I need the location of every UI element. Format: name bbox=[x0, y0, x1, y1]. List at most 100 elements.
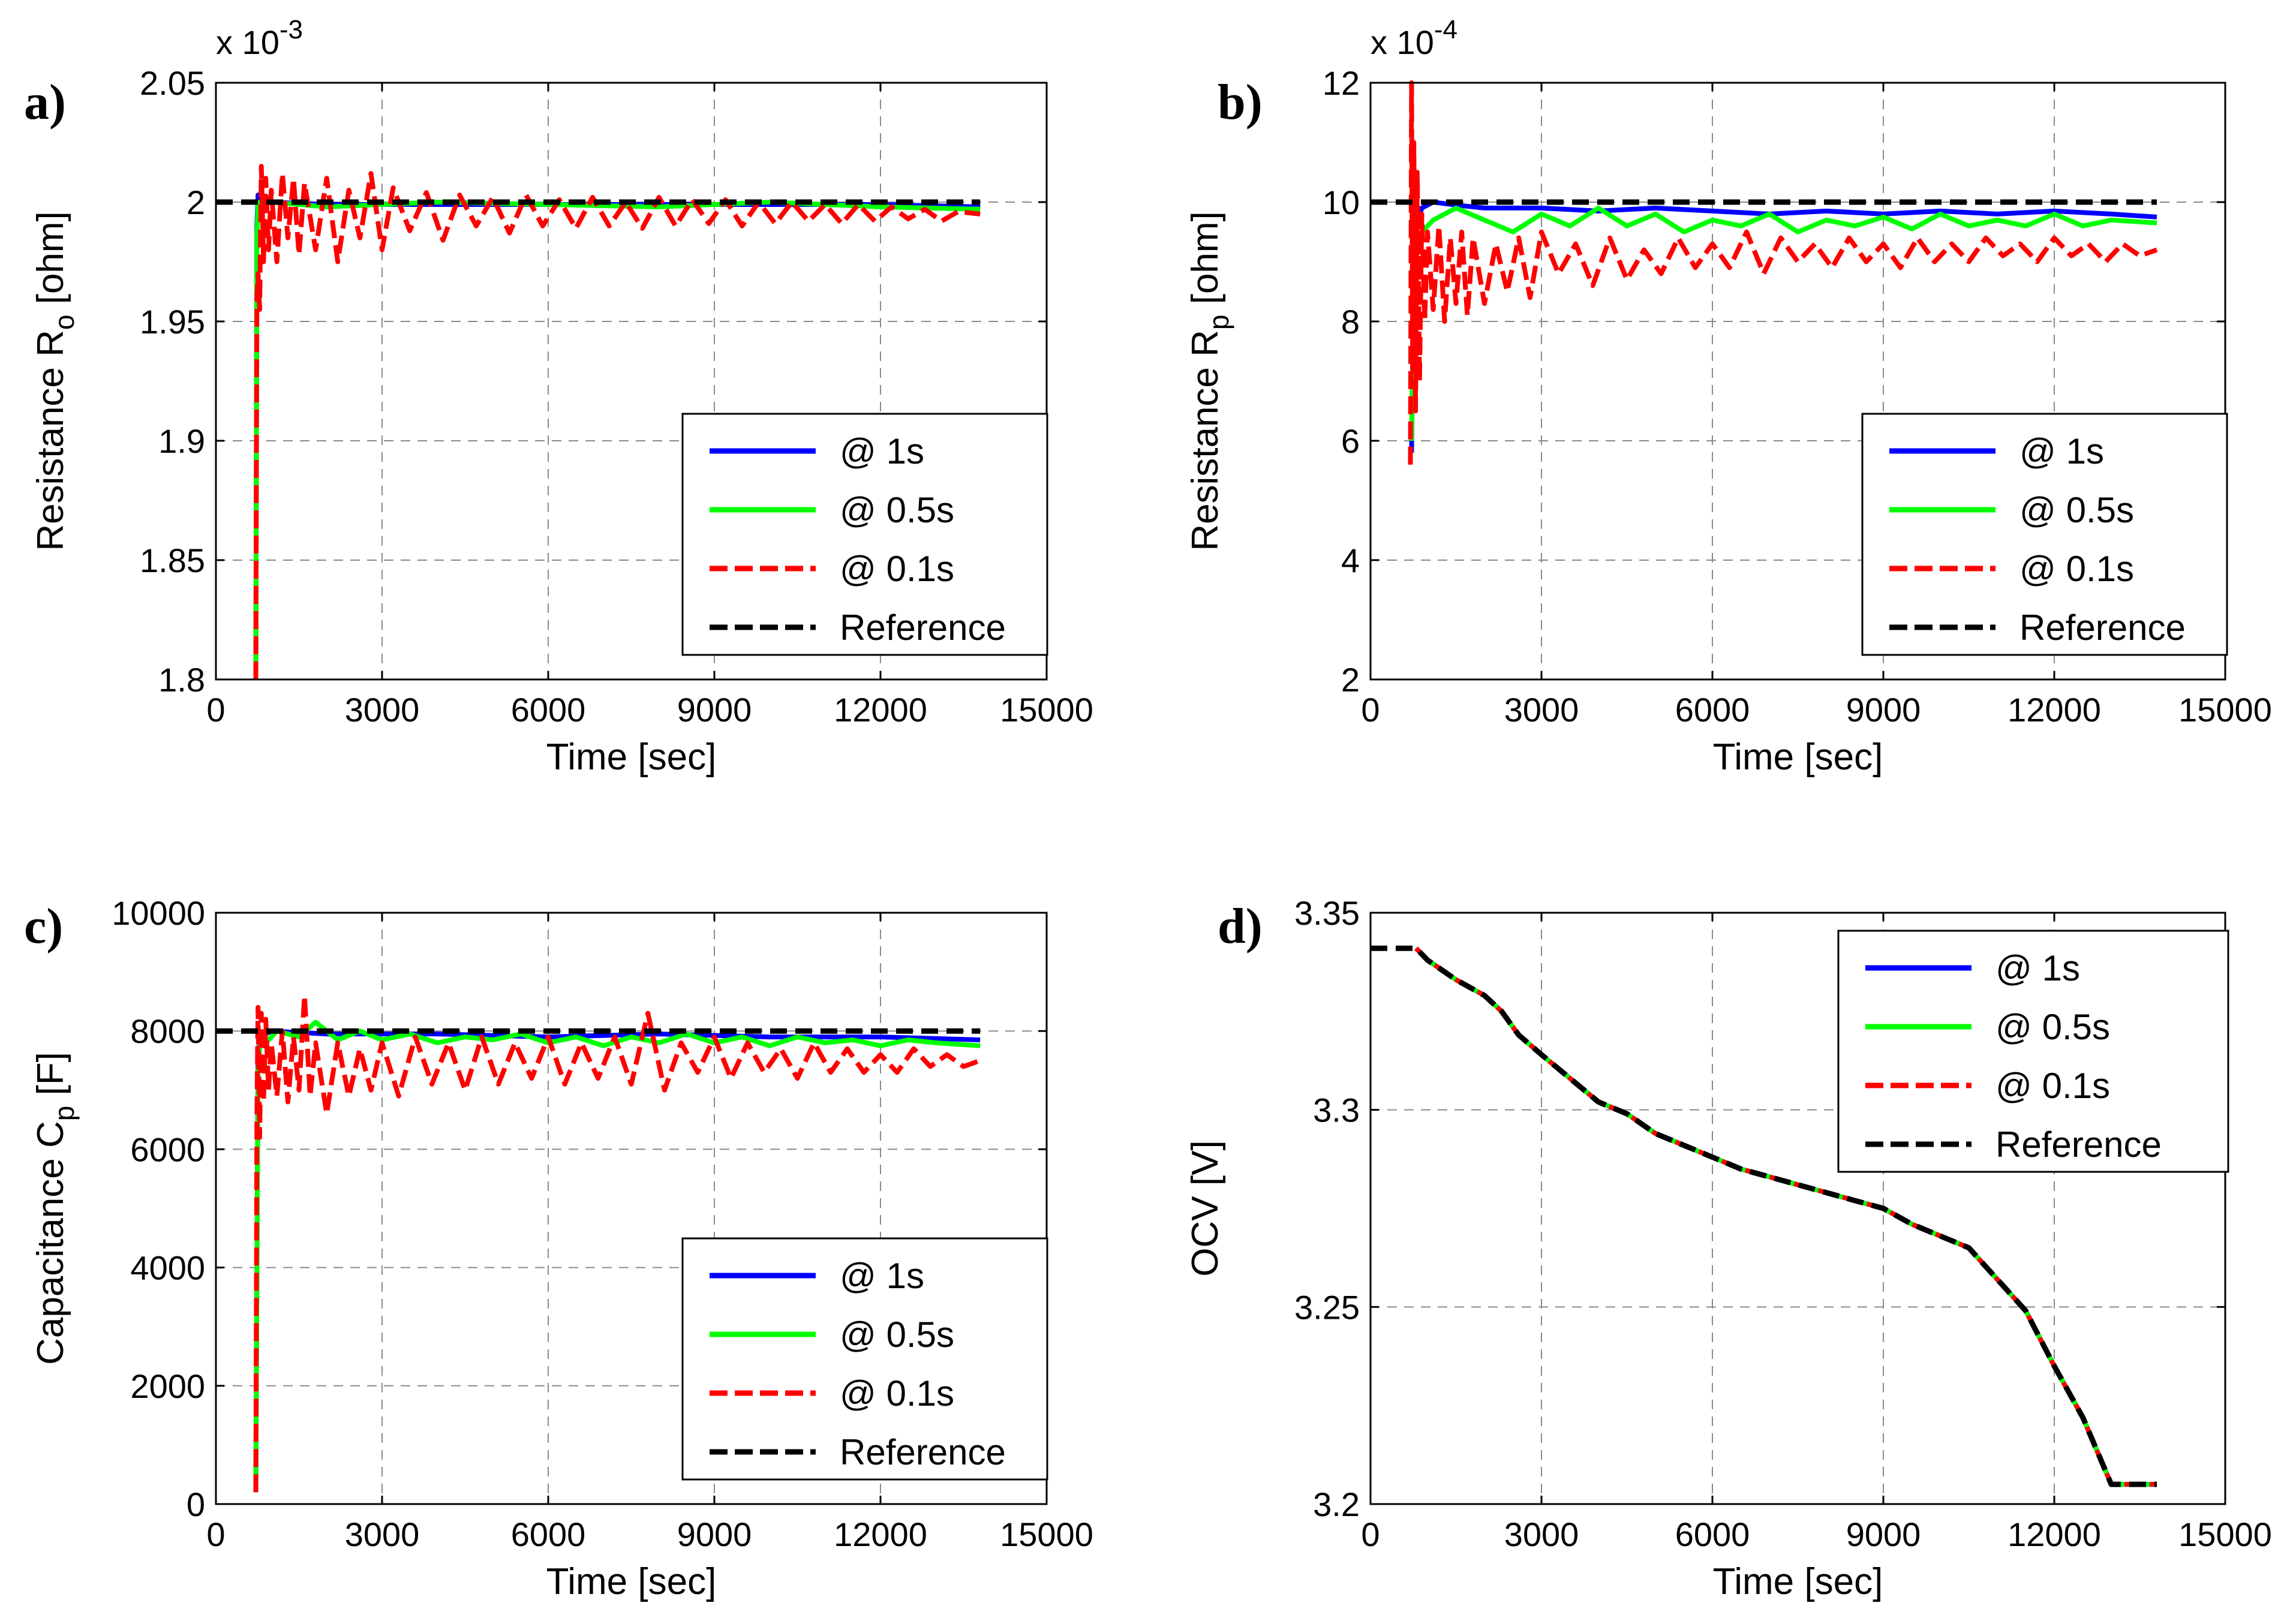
x-tick-label: 9000 bbox=[677, 1515, 752, 1553]
legend-label: @ 0.1s bbox=[2019, 549, 2134, 589]
legend-label: @ 1s bbox=[2019, 431, 2104, 471]
y-tick-label: 10000 bbox=[112, 894, 205, 932]
legend-label: Reference bbox=[840, 1432, 1006, 1472]
y-axis-label: Resistance Ro [ohm] bbox=[30, 211, 80, 551]
y-tick-label: 0 bbox=[187, 1485, 205, 1523]
x-tick-label: 15000 bbox=[1000, 1515, 1093, 1553]
x-axis-label: Time [sec] bbox=[546, 736, 717, 778]
y-tick-label: 2 bbox=[187, 184, 205, 221]
panel-letter: c) bbox=[24, 898, 63, 954]
x-tick-label: 12000 bbox=[834, 691, 927, 729]
x-tick-label: 0 bbox=[206, 691, 225, 729]
y-tick-label: 2 bbox=[1341, 661, 1360, 699]
y-tick-label: 2000 bbox=[130, 1367, 205, 1405]
y-axis-label-unit: [F] bbox=[30, 1052, 71, 1106]
x-tick-label: 6000 bbox=[1675, 1515, 1750, 1553]
y-tick-label: 1.8 bbox=[158, 661, 205, 699]
y-tick-label: 3.2 bbox=[1313, 1485, 1360, 1523]
x-tick-label: 6000 bbox=[511, 691, 586, 729]
panel-a: 0 3000 6000 9000 12000 15000 1.8 1.85 1.9 1.95 2 2.… bbox=[24, 15, 1093, 778]
y-tick-label: 6 bbox=[1341, 422, 1360, 460]
legend-label: Reference bbox=[1996, 1124, 2162, 1165]
x-tick-label: 9000 bbox=[1846, 1515, 1921, 1553]
x-tick-label: 15000 bbox=[1000, 691, 1093, 729]
legend-label: Reference bbox=[2019, 608, 2186, 648]
axis-multiplier-exponent: -4 bbox=[1434, 15, 1457, 44]
axis-multiplier-base: x 10 bbox=[1371, 23, 1434, 61]
y-tick-label: 3.3 bbox=[1313, 1091, 1360, 1129]
y-axis-label-subscript: p bbox=[49, 1106, 80, 1121]
x-axis-label: Time [sec] bbox=[1713, 736, 1883, 778]
y-tick-label: 4000 bbox=[130, 1249, 205, 1287]
series-line-2 bbox=[253, 164, 981, 680]
x-tick-label: 3000 bbox=[345, 1515, 420, 1553]
x-tick-label: 3000 bbox=[1504, 691, 1579, 729]
x-tick-label: 15000 bbox=[2178, 691, 2272, 729]
legend: @ 1s @ 0.5s @ 0.1s Reference bbox=[1837, 930, 2229, 1173]
y-tick-label: 2.05 bbox=[140, 64, 205, 102]
series-line-2 bbox=[253, 993, 981, 1493]
x-tick-label: 0 bbox=[1361, 1515, 1380, 1553]
legend-label: @ 0.1s bbox=[1996, 1066, 2110, 1106]
y-tick-label: 3.25 bbox=[1294, 1288, 1360, 1326]
legend-label: Reference bbox=[840, 608, 1006, 648]
x-tick-label: 9000 bbox=[1846, 691, 1921, 729]
series-line-3 bbox=[1371, 945, 2157, 1487]
panel-c: 0 3000 6000 9000 12000 15000 0 2000 4000 6000 8000… bbox=[24, 894, 1093, 1602]
legend-label: @ 0.5s bbox=[840, 1315, 954, 1355]
axes-frame bbox=[1369, 82, 2226, 681]
y-axis-label-unit: [ohm] bbox=[30, 211, 71, 314]
legend-box bbox=[1861, 413, 2228, 656]
legend: @ 1s @ 0.5s @ 0.1s Reference bbox=[1861, 413, 2228, 656]
x-tick-label: 12000 bbox=[834, 1515, 927, 1553]
series-line-1 bbox=[1409, 205, 2157, 441]
y-axis-label-main: Resistance R bbox=[30, 330, 71, 551]
panel-d: 0 3000 6000 9000 12000 15000 3.2 3.25 3.3 3.35 Tim… bbox=[1185, 894, 2272, 1602]
x-tick-label: 9000 bbox=[677, 691, 752, 729]
axis-multiplier: x 10-4 bbox=[1371, 15, 1457, 61]
x-tick-label: 6000 bbox=[511, 1515, 586, 1553]
y-axis-label-main: Capacitance C bbox=[30, 1121, 71, 1365]
legend-label: @ 1s bbox=[840, 431, 924, 471]
x-axis-label: Time [sec] bbox=[546, 1561, 717, 1602]
x-tick-label: 15000 bbox=[2178, 1515, 2272, 1553]
legend-label: @ 1s bbox=[840, 1256, 924, 1296]
axis-multiplier: x 10-3 bbox=[216, 15, 303, 61]
y-axis-label: OCV [V] bbox=[1185, 1140, 1226, 1276]
series-line-2 bbox=[1408, 80, 2158, 465]
x-axis-label: Time [sec] bbox=[1713, 1561, 1883, 1602]
y-tick-label: 6000 bbox=[130, 1130, 205, 1168]
axes-frame bbox=[215, 912, 1048, 1505]
panel-letter: b) bbox=[1218, 74, 1263, 130]
axis-multiplier-base: x 10 bbox=[216, 23, 280, 61]
y-axis-label-main: Resistance R bbox=[1185, 330, 1226, 551]
x-tick-label: 3000 bbox=[1504, 1515, 1579, 1553]
x-tick-label: 6000 bbox=[1675, 691, 1750, 729]
y-tick-label: 3.35 bbox=[1294, 894, 1360, 932]
y-axis-label-main: OCV [V] bbox=[1185, 1140, 1226, 1276]
x-tick-label: 12000 bbox=[2007, 691, 2101, 729]
axes-frame bbox=[215, 82, 1048, 681]
y-axis-label-unit: [ohm] bbox=[1185, 211, 1226, 314]
y-axis-label-subscript: o bbox=[49, 315, 80, 330]
y-tick-label: 8000 bbox=[130, 1012, 205, 1050]
legend-label: @ 0.5s bbox=[840, 490, 954, 530]
legend-label: @ 0.5s bbox=[2019, 490, 2134, 530]
panel-b: 0 3000 6000 9000 12000 15000 2 4 6 8 10 12 Time [sec… bbox=[1185, 15, 2272, 778]
y-tick-label: 12 bbox=[1323, 64, 1360, 102]
x-tick-label: 0 bbox=[1361, 691, 1380, 729]
axes-frame bbox=[1369, 912, 2226, 1505]
legend-label: @ 0.1s bbox=[840, 1373, 954, 1414]
axis-multiplier-exponent: -3 bbox=[280, 15, 303, 44]
series-line-0 bbox=[1409, 200, 2157, 453]
panel-letter: a) bbox=[24, 74, 66, 130]
y-tick-label: 1.85 bbox=[140, 542, 205, 579]
y-axis-label: Resistance Rp [ohm] bbox=[1185, 211, 1234, 551]
legend-label: @ 0.1s bbox=[840, 549, 954, 589]
legend-box bbox=[681, 413, 1048, 656]
panel-letter: d) bbox=[1218, 898, 1263, 954]
legend: @ 1s @ 0.5s @ 0.1s Reference bbox=[681, 1237, 1048, 1481]
y-axis-label: Capacitance Cp [F] bbox=[30, 1052, 80, 1365]
y-tick-label: 10 bbox=[1323, 184, 1360, 221]
